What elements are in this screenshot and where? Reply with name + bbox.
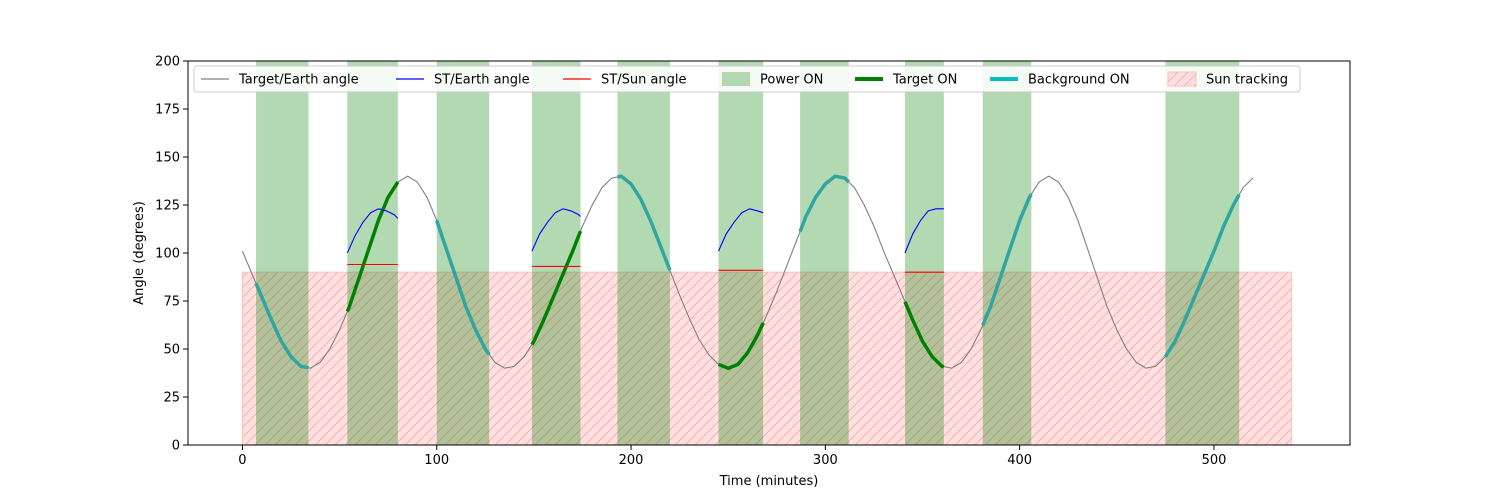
- y-tick-label: 175: [155, 103, 180, 118]
- background-on-segment: [435, 219, 491, 356]
- x-tick-label: 200: [619, 453, 644, 468]
- power-on-span: [905, 61, 944, 445]
- power-on-span: [256, 61, 309, 445]
- x-tick-label: 100: [424, 453, 449, 468]
- y-tick-label: 0: [172, 439, 180, 454]
- legend-label: ST/Earth angle: [434, 73, 530, 88]
- target-on-segment: [717, 322, 765, 371]
- x-tick-label: 0: [238, 453, 246, 468]
- legend-label: Target ON: [892, 73, 957, 88]
- background-on-segment: [254, 282, 309, 370]
- y-tick-label: 200: [155, 55, 180, 70]
- x-tick-label: 500: [1202, 453, 1227, 468]
- st-earth-angle-line: [531, 208, 581, 252]
- plot-data: [241, 174, 1254, 371]
- legend-label: Power ON: [760, 73, 823, 88]
- power-on-span: [617, 61, 670, 445]
- x-tick-label: 400: [1007, 453, 1032, 468]
- power-on-span: [800, 61, 849, 445]
- y-tick-label: 25: [163, 391, 180, 406]
- y-tick-label: 125: [155, 199, 180, 214]
- background-on-segment: [981, 193, 1033, 326]
- legend-label: Sun tracking: [1206, 73, 1288, 88]
- x-axis-label: Time (minutes): [719, 474, 819, 489]
- power-on-span: [1165, 61, 1240, 445]
- target-on-segment: [903, 301, 945, 369]
- y-tick-label: 75: [163, 295, 180, 310]
- legend-label: Background ON: [1028, 73, 1130, 88]
- legend-label: ST/Sun angle: [601, 73, 687, 88]
- legend-handle-hatch: [1168, 72, 1196, 86]
- sun-tracking-hatch: [241, 271, 1293, 446]
- legend-handle: [722, 72, 750, 86]
- background-on-segment: [798, 174, 850, 233]
- axes: 0 100 200 300 400 500 0 25 50 75 100 125 150 175 200 Ti…: [132, 55, 1351, 489]
- plot-background: [241, 61, 1293, 446]
- legend-label: Target/Earth angle: [238, 73, 359, 88]
- st-earth-angle-line: [346, 208, 399, 254]
- legend: Target/Earth angle ST/Earth angle ST/Sun a…: [193, 65, 1301, 93]
- target-on-segment: [345, 181, 400, 313]
- background-on-segment: [1163, 193, 1241, 358]
- target-on-segment: [530, 230, 583, 346]
- power-on-span: [718, 61, 764, 445]
- power-on-span: [347, 61, 398, 445]
- x-tick-label: 300: [813, 453, 838, 468]
- power-on-span: [436, 61, 490, 445]
- y-tick-label: 50: [163, 343, 180, 358]
- st-earth-angle-line: [904, 208, 944, 254]
- y-tick-label: 100: [155, 247, 180, 262]
- y-axis-label: Angle (degrees): [132, 201, 147, 305]
- y-tick-label: 150: [155, 151, 180, 166]
- background-on-segment: [617, 174, 672, 271]
- st-earth-angle-line: [717, 208, 764, 252]
